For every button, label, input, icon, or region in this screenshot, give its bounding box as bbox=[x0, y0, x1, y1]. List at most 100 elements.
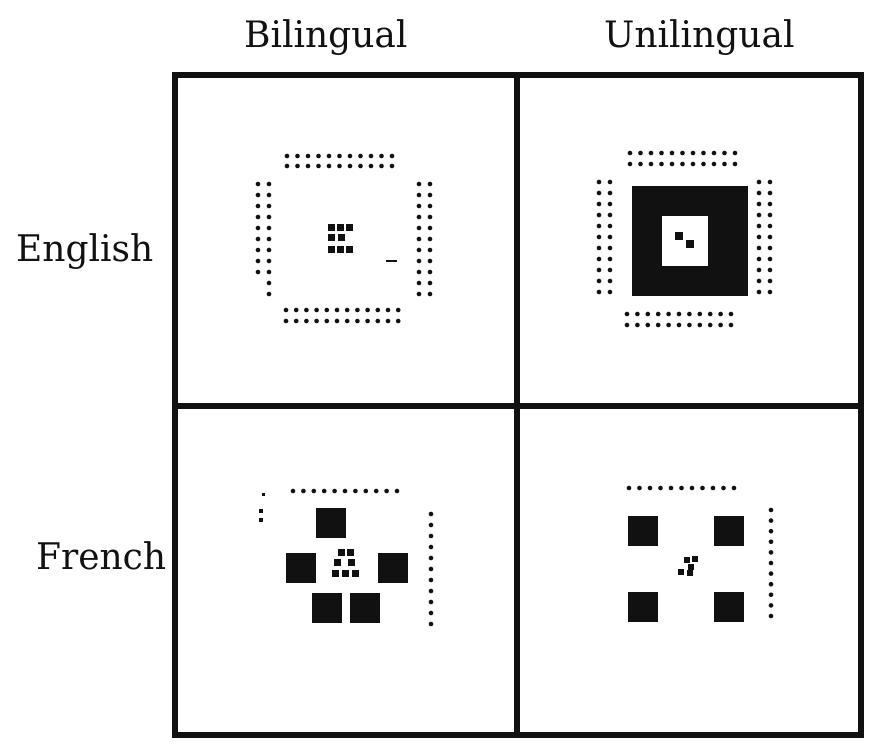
stray-mark bbox=[262, 493, 265, 496]
dot bbox=[334, 318, 340, 324]
dot bbox=[428, 533, 434, 539]
dot bbox=[394, 488, 400, 494]
dot bbox=[416, 269, 422, 275]
dot bbox=[290, 488, 296, 494]
dot bbox=[255, 236, 261, 242]
dot bbox=[355, 318, 360, 324]
dot bbox=[687, 322, 692, 328]
dot bbox=[700, 485, 705, 491]
dot bbox=[427, 203, 433, 209]
dot bbox=[255, 258, 261, 264]
square-center bbox=[348, 559, 355, 566]
cell-english-unilingual bbox=[632, 186, 748, 296]
dot bbox=[722, 161, 727, 167]
dot bbox=[266, 258, 272, 264]
dot bbox=[416, 247, 422, 253]
dot bbox=[635, 311, 640, 317]
dot bbox=[756, 278, 762, 284]
dot bbox=[596, 201, 602, 207]
dot bbox=[607, 267, 613, 273]
dot bbox=[645, 322, 651, 328]
dot bbox=[756, 212, 762, 218]
dot bbox=[428, 555, 434, 561]
dot bbox=[284, 153, 290, 159]
dot bbox=[337, 153, 342, 159]
dot bbox=[427, 181, 433, 187]
square-center bbox=[692, 556, 698, 562]
square-center bbox=[342, 570, 349, 577]
dot bbox=[344, 307, 350, 313]
square-center bbox=[684, 557, 690, 563]
cell-french-bilingual bbox=[259, 493, 408, 623]
dot bbox=[679, 485, 684, 491]
dot bbox=[255, 247, 261, 253]
dot bbox=[756, 190, 762, 196]
dot bbox=[255, 203, 261, 209]
dot bbox=[368, 163, 374, 169]
dot bbox=[416, 181, 422, 187]
dot bbox=[676, 322, 682, 328]
dot bbox=[767, 179, 773, 185]
dot bbox=[768, 592, 774, 598]
square-center bbox=[338, 549, 345, 556]
dot bbox=[266, 214, 272, 220]
dot bbox=[389, 153, 395, 159]
square-center bbox=[328, 246, 335, 253]
dot bbox=[427, 236, 433, 242]
dot bbox=[648, 161, 654, 167]
square-large bbox=[286, 553, 316, 583]
dot bbox=[293, 318, 299, 324]
dot bbox=[669, 161, 675, 167]
row-label-french: French bbox=[36, 537, 167, 578]
dot bbox=[368, 153, 374, 159]
dot bbox=[607, 212, 613, 218]
dot bbox=[767, 234, 773, 240]
dot bbox=[416, 214, 422, 220]
dot bbox=[728, 311, 734, 317]
dot bbox=[596, 289, 602, 295]
dot bbox=[701, 150, 706, 156]
square-large bbox=[714, 592, 744, 622]
square-center bbox=[338, 234, 345, 241]
dot bbox=[607, 201, 613, 207]
dot bbox=[266, 192, 272, 198]
dot bbox=[645, 311, 651, 317]
square-large bbox=[628, 516, 658, 546]
dot bbox=[756, 201, 762, 207]
dot bbox=[668, 485, 674, 491]
stray-mark bbox=[259, 509, 263, 513]
dot bbox=[718, 322, 723, 328]
dot bbox=[379, 163, 384, 169]
dot bbox=[756, 234, 762, 240]
dot bbox=[767, 223, 773, 229]
square-center bbox=[328, 234, 335, 241]
dot bbox=[427, 247, 433, 253]
dot bbox=[427, 269, 433, 275]
dot bbox=[756, 289, 762, 295]
dot bbox=[416, 280, 422, 286]
dot bbox=[389, 163, 395, 169]
dot bbox=[637, 485, 642, 491]
dot bbox=[304, 307, 309, 313]
dot bbox=[266, 181, 272, 187]
dot bbox=[324, 307, 330, 313]
dot bbox=[767, 256, 773, 262]
dot bbox=[295, 163, 300, 169]
dot bbox=[428, 566, 434, 572]
dot bbox=[266, 247, 272, 253]
dot bbox=[607, 223, 613, 229]
quadrant-grid bbox=[170, 70, 866, 740]
dot bbox=[255, 225, 261, 231]
dot bbox=[767, 190, 773, 196]
dot bbox=[353, 488, 358, 494]
dot bbox=[375, 307, 381, 313]
dot bbox=[607, 289, 613, 295]
dot bbox=[283, 307, 289, 313]
dot bbox=[384, 488, 389, 494]
dot bbox=[427, 291, 433, 297]
dot bbox=[344, 318, 350, 324]
dot bbox=[428, 599, 434, 605]
dot bbox=[596, 212, 602, 218]
dot bbox=[666, 322, 671, 328]
dot bbox=[731, 485, 737, 491]
